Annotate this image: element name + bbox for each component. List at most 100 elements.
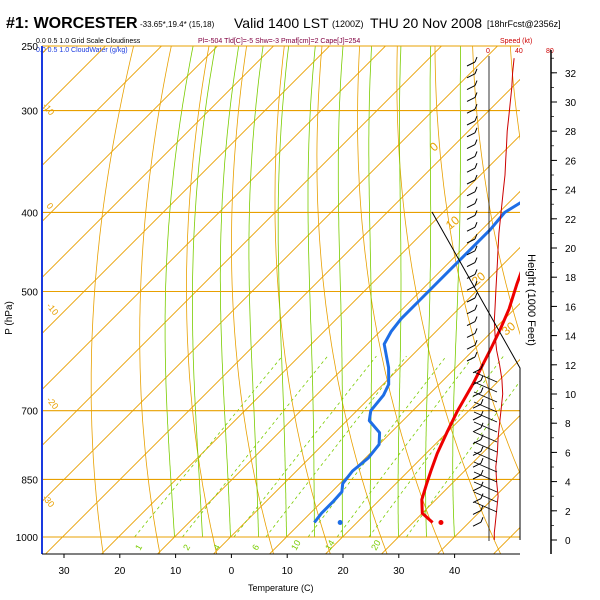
height-tick-label: 30 — [565, 98, 577, 109]
height-tick-label: 26 — [565, 156, 577, 167]
moist-adiabat — [277, 46, 290, 537]
wind-barb — [474, 210, 478, 216]
wind-barb — [466, 108, 476, 114]
pressure-tick-label: 250 — [21, 42, 38, 53]
height-tick-label: 10 — [565, 390, 577, 401]
isotherm-line — [42, 46, 163, 167]
dry-adiabat — [434, 46, 520, 475]
cloudwater-legend: 0.0 0.5 1.0 CloudWater (g/kg) — [36, 47, 128, 54]
dry-adiabat — [316, 46, 388, 554]
wind-panel — [431, 56, 521, 541]
wind-barb — [473, 371, 498, 383]
axis-labels: Temperature (C) P (hPa) Height (1000 Fee… — [4, 254, 537, 593]
isotherm-line — [42, 46, 107, 111]
speed-tick: 0 — [486, 48, 490, 55]
isotherm-line — [42, 46, 387, 391]
forecast-run: [18hrFcst@2356z] — [487, 19, 561, 29]
x-tick-label: 10 — [170, 566, 182, 577]
height-tick-label: 22 — [565, 215, 577, 226]
speed-tick: 80 — [546, 48, 554, 55]
wind-barb — [474, 186, 478, 192]
pressure-tick-label: 700 — [21, 407, 38, 418]
wind-barb — [474, 104, 478, 110]
mixing-ratio-line — [336, 355, 474, 538]
wind-barb — [472, 439, 482, 445]
mixing-ratio-line — [368, 355, 504, 538]
wind-barb — [466, 144, 476, 150]
wind-barb — [466, 309, 476, 315]
stability-indices: Pl=-504 Tld[C]=-5 Shw=-3 Pmaf[cm]=2 Cape… — [198, 38, 360, 45]
wind-barb — [474, 292, 478, 299]
wind-barb — [472, 474, 482, 480]
height-tick-label: 24 — [565, 186, 577, 197]
wind-barb — [480, 375, 484, 381]
wind-barb — [472, 415, 482, 421]
wind-barb — [472, 509, 482, 515]
wind-barb — [472, 391, 482, 397]
wind-barb — [474, 56, 478, 63]
wind-barb — [474, 92, 478, 98]
wind-barb — [473, 501, 498, 513]
mixing-ratio-line — [265, 355, 407, 538]
isotherm-line — [492, 526, 520, 554]
isotherm-line — [212, 246, 520, 554]
wind-barb — [480, 399, 484, 405]
dry-adiabat — [186, 46, 218, 554]
wind-barb — [466, 262, 476, 268]
x-axis-title: Temperature (C) — [248, 583, 314, 593]
mixing-ratio-label: 10 — [289, 538, 303, 552]
wind-barb — [473, 421, 498, 433]
wind-barb — [474, 245, 478, 251]
wind-barb — [474, 151, 478, 157]
wind-barb — [473, 461, 498, 473]
pressure-tick-label: 1000 — [16, 533, 39, 544]
wind-barb — [480, 481, 484, 487]
wind-barb — [474, 281, 478, 287]
wind-barb — [466, 203, 476, 209]
wind-barb — [473, 411, 498, 423]
speed-tick: 40 — [515, 48, 523, 55]
wind-barb — [474, 351, 478, 358]
station-coords: -33.65*,19.4* (15,18) — [140, 20, 215, 29]
wind-barb — [474, 328, 478, 334]
dry-adiabat — [509, 46, 520, 141]
isotherm-line — [42, 46, 499, 503]
mixing-ratio-label: 6 — [250, 543, 261, 552]
height-tick-label: 12 — [565, 361, 577, 372]
wind-barb — [473, 451, 498, 463]
axes: 30 20 10 0 10 20 30 400246810121416182022242628… — [41, 46, 577, 577]
isotherm-line — [156, 190, 520, 554]
height-axis-title: Height (1000 Feet) — [525, 254, 537, 346]
isotherm-line — [42, 46, 443, 447]
dry-adiabat — [472, 46, 520, 336]
dry-adiabat — [584, 32, 600, 555]
dry-adiabat — [274, 46, 331, 554]
wind-barb — [466, 356, 476, 362]
mixing-ratio-line — [406, 380, 520, 538]
x-tick-label: 10 — [282, 566, 294, 577]
wind-barb — [472, 521, 482, 527]
mixing-ratio-line — [134, 355, 283, 538]
valid-time: Valid 1400 LST — [234, 15, 329, 31]
wind-barb — [466, 321, 476, 327]
wind-barb — [474, 163, 478, 169]
moist-adiabat — [452, 46, 461, 538]
wind-barb — [480, 505, 484, 511]
moist-adiabat — [164, 46, 194, 538]
wind-barb — [474, 198, 478, 204]
dry-adiabat — [231, 46, 274, 554]
wind-barb — [474, 257, 478, 263]
wind-barb — [474, 269, 478, 275]
wind-barb — [466, 250, 476, 256]
speed-axis-title: Speed (kt) — [500, 38, 532, 45]
height-tick-label: 8 — [565, 419, 571, 430]
wind-barb — [466, 120, 476, 126]
height-tick-label: 28 — [565, 127, 577, 138]
wind-barb — [474, 115, 478, 122]
wind-barb — [472, 462, 482, 468]
y-axis-title: P (hPa) — [4, 301, 15, 335]
wind-barb — [472, 427, 482, 433]
mixing-ratio-label: 20 — [369, 538, 383, 552]
moist-adiabat — [248, 46, 264, 537]
